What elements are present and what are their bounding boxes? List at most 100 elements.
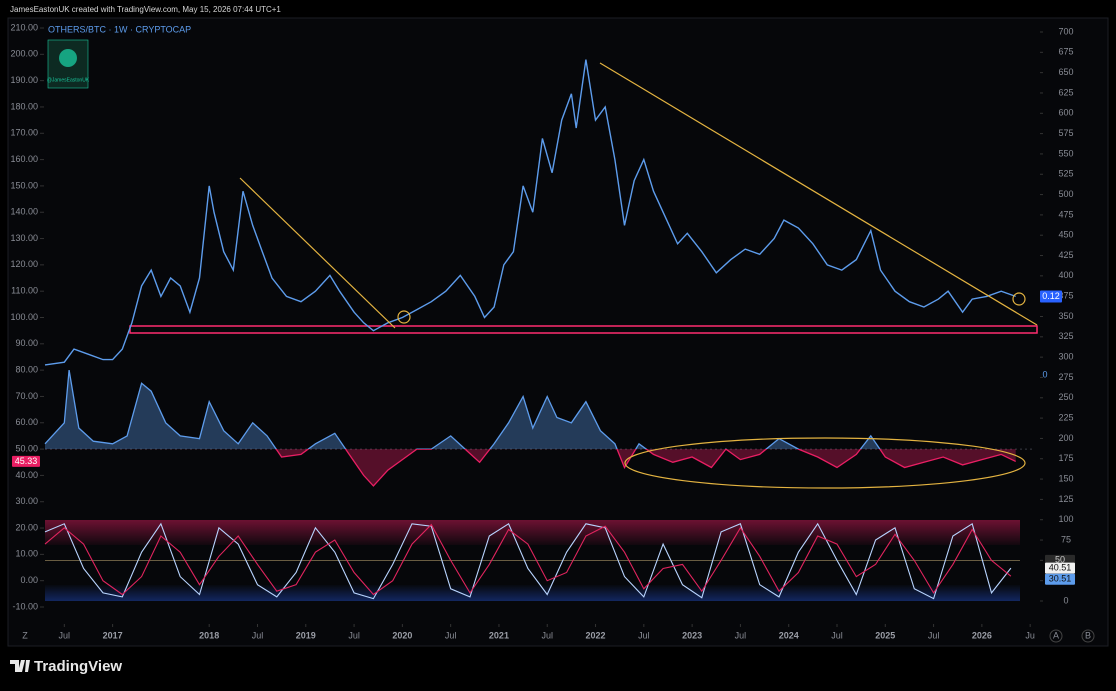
- y2-tick-label: 375: [1058, 291, 1073, 301]
- trendline: [599, 62, 1038, 326]
- control-ring: [1081, 629, 1095, 643]
- y-tick-label: -10.00: [12, 601, 38, 611]
- y2-tick-label: 525: [1058, 169, 1073, 179]
- y-tick-label: 20.00: [15, 522, 38, 532]
- y2-tick-label: 425: [1058, 250, 1073, 260]
- x-tick-label: 2020: [392, 630, 412, 640]
- footer-brand: TradingView: [34, 658, 122, 675]
- control-ring: [1049, 629, 1063, 643]
- stoch-k-tag-box: [1045, 562, 1075, 574]
- y-tick-label: 0.00: [20, 575, 38, 585]
- x-tick-label: 2017: [103, 630, 123, 640]
- plot: [44, 59, 1035, 600]
- stoch-line: [44, 522, 1012, 600]
- y2-tick-label: 250: [1058, 392, 1073, 402]
- y-tick-label: 30.00: [15, 496, 38, 506]
- y-tick-label: 100.00: [10, 312, 38, 322]
- y2-tick-label: 550: [1058, 148, 1073, 158]
- stoch-d-tag: 30.51: [1049, 574, 1072, 584]
- chart-title: OTHERS/BTC · 1W · CRYPTOCAP: [48, 24, 191, 34]
- watermark: @JamesEastonUK: [47, 77, 90, 83]
- y2-tick-label: 200: [1058, 433, 1073, 443]
- y-tick-label: 80.00: [15, 365, 38, 375]
- y-tick-label: 200.00: [10, 49, 38, 59]
- x-tick-label: Jul: [252, 630, 264, 640]
- y-tick-label: 120.00: [10, 259, 38, 269]
- y2-tick-label: 300: [1058, 352, 1073, 362]
- control-button[interactable]: A: [1053, 630, 1059, 640]
- rsi-tag-box: [12, 455, 40, 467]
- highlight-ellipse: [624, 437, 1026, 489]
- y2-tick-label: 125: [1058, 494, 1073, 504]
- y-tick-label: 150.00: [10, 180, 38, 190]
- x-tick-label: 2018: [199, 630, 219, 640]
- stoch-d-tag-box: [1045, 573, 1075, 585]
- stoch-k-tag: 40.51: [1049, 562, 1072, 572]
- y2-tick-label: 0: [1063, 595, 1068, 605]
- y2-tick-label: 475: [1058, 209, 1073, 219]
- price-tag-box: [1040, 290, 1062, 303]
- logo-icon: [59, 49, 77, 67]
- x-tick-label: Jul: [541, 630, 553, 640]
- y2-tick-label: 225: [1058, 412, 1073, 422]
- rsi-area: [45, 370, 1016, 486]
- y2-tick-label: 575: [1058, 128, 1073, 138]
- trendline: [239, 177, 396, 329]
- x-tick-label: 2023: [682, 630, 702, 640]
- y-tick-label: 170.00: [10, 128, 38, 138]
- y2-tick-label: 175: [1058, 453, 1073, 463]
- y-tick-label: 190.00: [10, 75, 38, 85]
- y2-tick-label: 400: [1058, 270, 1073, 280]
- extra-tag: 0: [1042, 369, 1047, 379]
- rsi-line: [44, 369, 1016, 487]
- highlight-circle: [397, 310, 411, 324]
- y-tick-label: 70.00: [15, 391, 38, 401]
- x-tick-label: 2021: [489, 630, 509, 640]
- y-tick-label: 10.00: [15, 549, 38, 559]
- x-tick-label: Jul: [928, 630, 940, 640]
- y-tick-label: 140.00: [10, 207, 38, 217]
- x-tick-label: Jul: [831, 630, 843, 640]
- control-button[interactable]: Z: [22, 630, 28, 640]
- y-tick-label: 180.00: [10, 101, 38, 111]
- y-tick-label: 90.00: [15, 338, 38, 348]
- stoch-mid-tag: 50: [1055, 555, 1065, 565]
- y2-tick-label: 500: [1058, 189, 1073, 199]
- x-tick-label: Jul: [445, 630, 457, 640]
- control-button[interactable]: B: [1085, 630, 1091, 640]
- footer-logo: [10, 660, 30, 672]
- price-tag: 0.12: [1042, 291, 1060, 301]
- chart-frame: [7, 17, 1109, 647]
- price-line: [44, 59, 1016, 366]
- y-tick-label: 110.00: [11, 286, 38, 296]
- y2-tick-label: 675: [1058, 47, 1073, 57]
- x-tick-label: Jul: [638, 630, 650, 640]
- x-tick-label: Ju: [1025, 630, 1035, 640]
- x-tick-label: 2019: [296, 630, 316, 640]
- rsi-tag: 45.33: [15, 456, 38, 466]
- y2-tick-label: 600: [1058, 108, 1073, 118]
- header: JamesEastonUK created with TradingView.c…: [10, 5, 281, 14]
- x-tick-label: 2025: [875, 630, 895, 640]
- y-tick-label: 130.00: [10, 233, 38, 243]
- x-tick-label: Jul: [59, 630, 71, 640]
- y2-tick-label: 650: [1058, 67, 1073, 77]
- y-tick-label: 40.00: [15, 470, 38, 480]
- stoch-line: [44, 523, 1012, 596]
- x-tick-label: Jul: [735, 630, 747, 640]
- y-tick-label: 160.00: [10, 154, 38, 164]
- y2-tick-label: 100: [1058, 514, 1073, 524]
- oversold-band: [45, 585, 1020, 601]
- y-tick-label: 50.00: [15, 443, 38, 453]
- y2-tick-label: 325: [1058, 331, 1073, 341]
- y2-tick-label: 75: [1061, 534, 1071, 544]
- y2-tick-label: 150: [1058, 473, 1073, 483]
- y-tick-label: 210.00: [10, 22, 38, 32]
- overbought-band: [45, 520, 1020, 545]
- y2-tick-label: 625: [1058, 87, 1073, 97]
- x-tick-label: 2022: [586, 630, 606, 640]
- y2-tick-label: 275: [1058, 372, 1073, 382]
- x-tick-label: 2026: [972, 630, 992, 640]
- x-tick-label: Jul: [348, 630, 360, 640]
